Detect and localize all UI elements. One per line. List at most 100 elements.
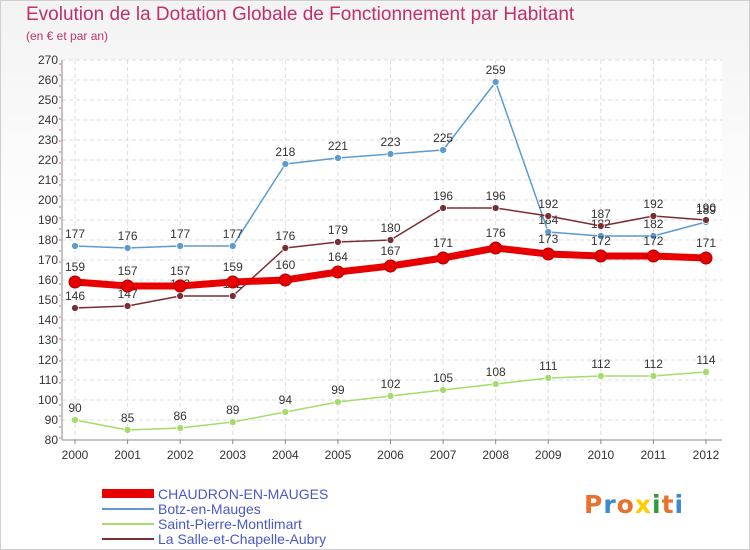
data-point: [386, 236, 395, 244]
x-tick-label: 2008: [482, 448, 509, 462]
data-label: 190: [696, 201, 716, 215]
data-point: [596, 232, 605, 240]
data-point: [439, 146, 447, 154]
data-label: 196: [486, 189, 506, 203]
data-label: 85: [121, 411, 135, 425]
data-label: 223: [380, 135, 400, 149]
data-label: 111: [539, 359, 558, 373]
data-point: [226, 275, 240, 289]
data-label: 172: [643, 234, 663, 248]
data-point: [68, 275, 82, 289]
data-point: [489, 241, 503, 255]
data-label: 176: [486, 226, 506, 240]
data-point: [123, 302, 132, 310]
data-label: 159: [65, 260, 85, 274]
data-label: 167: [380, 244, 400, 258]
chart-title: Evolution de la Dotation Globale de Fonc…: [26, 4, 575, 25]
x-tick-label: 2004: [272, 448, 299, 462]
legend-label: Saint-Pierre-Montlimart: [158, 515, 302, 532]
data-point: [121, 279, 135, 293]
data-point: [71, 304, 79, 312]
data-point: [702, 216, 710, 224]
data-label: 164: [328, 250, 348, 264]
data-point: [544, 374, 553, 382]
data-label: 177: [223, 227, 243, 241]
data-label: 225: [433, 131, 453, 145]
legend: CHAUDRON-EN-MAUGES Botz-en-Mauges Saint-…: [102, 486, 328, 547]
y-tick-label: 120: [38, 353, 58, 367]
data-point: [384, 259, 397, 273]
data-point: [544, 212, 553, 220]
data-point: [702, 368, 710, 376]
x-tick-label: 2010: [587, 448, 614, 462]
y-tick-label: 160: [38, 273, 58, 287]
data-point: [281, 408, 290, 416]
proxiti-logo: Proxiti: [584, 490, 685, 519]
data-label: 177: [65, 227, 85, 241]
data-point: [439, 386, 447, 394]
data-label: 221: [328, 139, 348, 153]
y-tick-label: 130: [38, 333, 58, 347]
data-label: 99: [331, 383, 345, 397]
chart-subtitle: (en € et par an): [26, 29, 109, 43]
data-label: 196: [433, 189, 453, 203]
data-point: [228, 292, 237, 300]
data-label: 176: [118, 229, 138, 243]
data-label: 218: [275, 145, 295, 159]
data-label: 146: [65, 289, 85, 303]
data-point: [228, 418, 237, 426]
data-point: [123, 426, 132, 434]
x-tick-label: 2001: [114, 448, 141, 462]
data-point: [646, 249, 660, 263]
data-label: 112: [644, 357, 663, 371]
data-label: 102: [380, 377, 400, 391]
data-point: [491, 204, 500, 212]
data-point: [228, 242, 237, 250]
y-tick-label: 80: [45, 433, 59, 447]
data-point: [596, 222, 605, 230]
data-point: [176, 292, 185, 300]
y-tick-label: 180: [38, 233, 58, 247]
data-point: [541, 247, 555, 261]
y-tick-label: 250: [38, 93, 58, 107]
data-label: 108: [486, 365, 506, 379]
data-point: [71, 242, 79, 250]
data-point: [439, 204, 447, 212]
data-point: [334, 398, 342, 406]
x-tick-label: 2003: [219, 448, 246, 462]
legend-label: Botz-en-Mauges: [158, 500, 261, 517]
y-tick-label: 270: [38, 53, 58, 67]
y-tick-label: 200: [38, 193, 58, 207]
data-label: 147: [118, 287, 138, 301]
legend-label: La Salle-et-Chapelle-Aubry: [158, 530, 327, 547]
data-label: 177: [170, 227, 190, 241]
data-label: 172: [591, 234, 611, 248]
data-point: [176, 424, 185, 432]
x-tick-label: 2000: [62, 448, 89, 462]
data-label: 187: [591, 207, 611, 221]
data-label: 171: [433, 236, 453, 250]
data-label: 94: [279, 393, 293, 407]
y-tick-label: 110: [39, 373, 58, 387]
data-label: 157: [170, 264, 190, 278]
data-point: [176, 242, 185, 250]
x-tick-label: 2006: [377, 448, 404, 462]
data-point: [281, 160, 290, 168]
data-label: 182: [643, 217, 663, 231]
data-point: [386, 392, 395, 400]
data-label: 112: [591, 357, 610, 371]
data-label: 259: [486, 63, 506, 77]
data-point: [281, 244, 290, 252]
data-point: [436, 251, 450, 265]
x-tick-label: 2011: [641, 448, 667, 462]
data-point: [71, 416, 79, 424]
data-point: [699, 251, 713, 265]
y-tick-label: 90: [45, 413, 59, 427]
legend-item-botz: Botz-en-Mauges: [102, 500, 328, 517]
data-label: 189: [696, 203, 716, 217]
data-label: 90: [68, 401, 82, 415]
data-point: [491, 380, 500, 388]
data-label: 160: [275, 258, 295, 272]
data-label: 86: [173, 409, 187, 423]
